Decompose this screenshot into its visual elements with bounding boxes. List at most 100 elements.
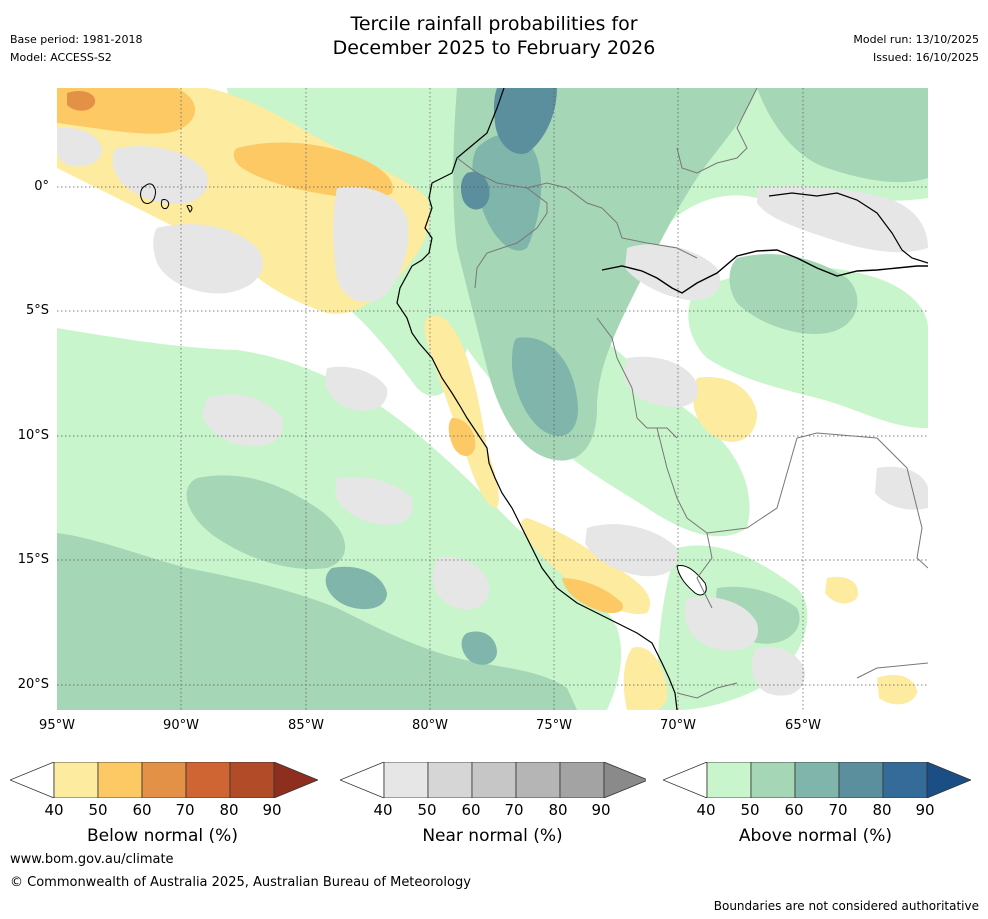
colorbar-above-ticks: 40 50 60 70 80 90: [663, 801, 973, 821]
model-run: Model run: 13/10/2025: [853, 33, 979, 46]
region-above-50-ne: [757, 88, 928, 183]
country-boundaries: [456, 88, 928, 699]
colorbar-low-extension: [661, 761, 708, 799]
colorbar-segment: [185, 761, 231, 799]
region-below-50-north2: [233, 142, 393, 199]
lake-titicaca: [676, 564, 707, 596]
tick-label: 80: [548, 801, 568, 819]
boundary-bolivia-brazil: [706, 432, 878, 534]
region-above-60-basin: [472, 134, 542, 251]
boundary-ecuador-peru: [456, 157, 548, 289]
colorbar-segment: [794, 761, 840, 799]
region-near-40-east-mid: [623, 356, 698, 408]
tick-label: 80: [219, 801, 239, 819]
colorbar-below-label: Below normal (%): [87, 826, 238, 846]
region-below-40-coast: [424, 315, 499, 508]
boundary-peru-bolivia: [656, 427, 713, 609]
colorbar-below: [8, 761, 320, 799]
lon-label-65w: 65°W: [785, 718, 821, 733]
colorbar-near-label: Near normal (%): [422, 826, 563, 846]
colorbar-segment: [559, 761, 605, 799]
boundary-colombia-venezuela: [676, 88, 758, 174]
tick-label: 80: [872, 801, 892, 819]
region-above-50-west: [57, 533, 577, 710]
colorbar-near-ticks: 40 50 60 70 80 90: [340, 801, 650, 821]
region-above-50-mid: [186, 475, 346, 569]
colorbar-segment: [882, 761, 928, 799]
region-near-40-ocean3: [325, 366, 388, 411]
lon-label-90w: 90°W: [163, 718, 199, 733]
region-above-60-south: [461, 631, 497, 665]
colorbar-high-extension: [926, 761, 973, 799]
base-period: Base period: 1981-2018: [10, 33, 143, 46]
footer-url[interactable]: www.bom.gov.au/climate: [10, 852, 174, 867]
footer-disclaimer: Boundaries are not considered authoritat…: [713, 899, 979, 913]
colorbar-near: [338, 761, 650, 799]
probability-map[interactable]: [57, 88, 928, 710]
tick-label: 60: [784, 801, 804, 819]
colorbar-segment: [141, 761, 187, 799]
map-panel[interactable]: [57, 88, 928, 710]
meta-right: Model run: 13/10/2025 Issued: 16/10/2025: [853, 31, 979, 67]
graticule: [57, 88, 928, 710]
lat-label-20s: 20°S: [17, 677, 49, 692]
meta-left: Base period: 1981-2018 Model: ACCESS-S2: [10, 31, 142, 67]
tick-label: 90: [915, 801, 935, 819]
boundary-bolivia-paraguay: [876, 437, 928, 569]
region-near-40-ocean4: [432, 556, 490, 610]
colorbar-segment: [838, 761, 884, 799]
colorbar-high-extension: [603, 761, 650, 799]
region-below-40-east: [693, 377, 757, 442]
region-below-40-south: [623, 647, 668, 710]
boundary-peru-brazil: [596, 317, 678, 439]
region-below-50-peru: [562, 578, 623, 614]
galapagos-islands: [140, 183, 193, 213]
title-line-2: December 2025 to February 2026: [332, 37, 656, 59]
footer-copyright: © Commonwealth of Australia 2025, Austra…: [10, 875, 471, 890]
tick-label: 40: [373, 801, 393, 819]
tick-label: 90: [262, 801, 282, 819]
region-below-50-coast: [448, 418, 476, 457]
colorbar-near-svg: [338, 761, 650, 799]
lon-label-75w: 75°W: [536, 718, 572, 733]
colorbar-segment: [97, 761, 143, 799]
tick-label: 50: [88, 801, 108, 819]
region-above-60-amazon: [512, 337, 578, 437]
lat-label-5s: 5°S: [25, 303, 49, 318]
colorbar-segment: [706, 761, 752, 799]
amazon-north-branch: [768, 192, 928, 264]
colorbar-above-svg: [661, 761, 973, 799]
region-below-40-far-se: [877, 674, 917, 705]
region-below-40-peru: [521, 518, 651, 614]
tick-label: 50: [417, 801, 437, 819]
region-below-40-se: [825, 576, 858, 604]
colorbar-segment: [471, 761, 517, 799]
tick-label: 60: [132, 801, 152, 819]
region-near-40-ocean-mid: [202, 394, 283, 447]
lon-label-95w: 95°W: [39, 718, 75, 733]
lat-label-10s: 10°S: [17, 428, 49, 443]
boundary-colombia-peru: [526, 182, 698, 259]
region-above-60-ocean: [325, 566, 387, 610]
lon-label-85w: 85°W: [288, 718, 324, 733]
region-near-40-west: [57, 127, 102, 167]
tick-label: 70: [175, 801, 195, 819]
lon-label-80w: 80°W: [412, 718, 448, 733]
tick-label: 60: [461, 801, 481, 819]
colorbar-low-extension: [338, 761, 385, 799]
issued-date: Issued: 16/10/2025: [872, 51, 979, 64]
colorbar-segment: [427, 761, 473, 799]
colorbar-segment: [750, 761, 796, 799]
lon-label-70w: 70°W: [660, 718, 696, 733]
boundary-paraguay-argentina: [856, 662, 928, 679]
boundary-chile-argentina: [676, 682, 738, 699]
colorbar-segment: [515, 761, 561, 799]
colorbar-segment: [53, 761, 99, 799]
title-line-1: Tercile rainfall probabilities for: [350, 13, 638, 35]
tick-label: 70: [828, 801, 848, 819]
colorbar-segment: [229, 761, 275, 799]
colorbar-above: [661, 761, 973, 799]
region-near-40-coast: [333, 186, 409, 302]
region-near-40-bolivia: [585, 524, 678, 577]
tick-label: 50: [740, 801, 760, 819]
